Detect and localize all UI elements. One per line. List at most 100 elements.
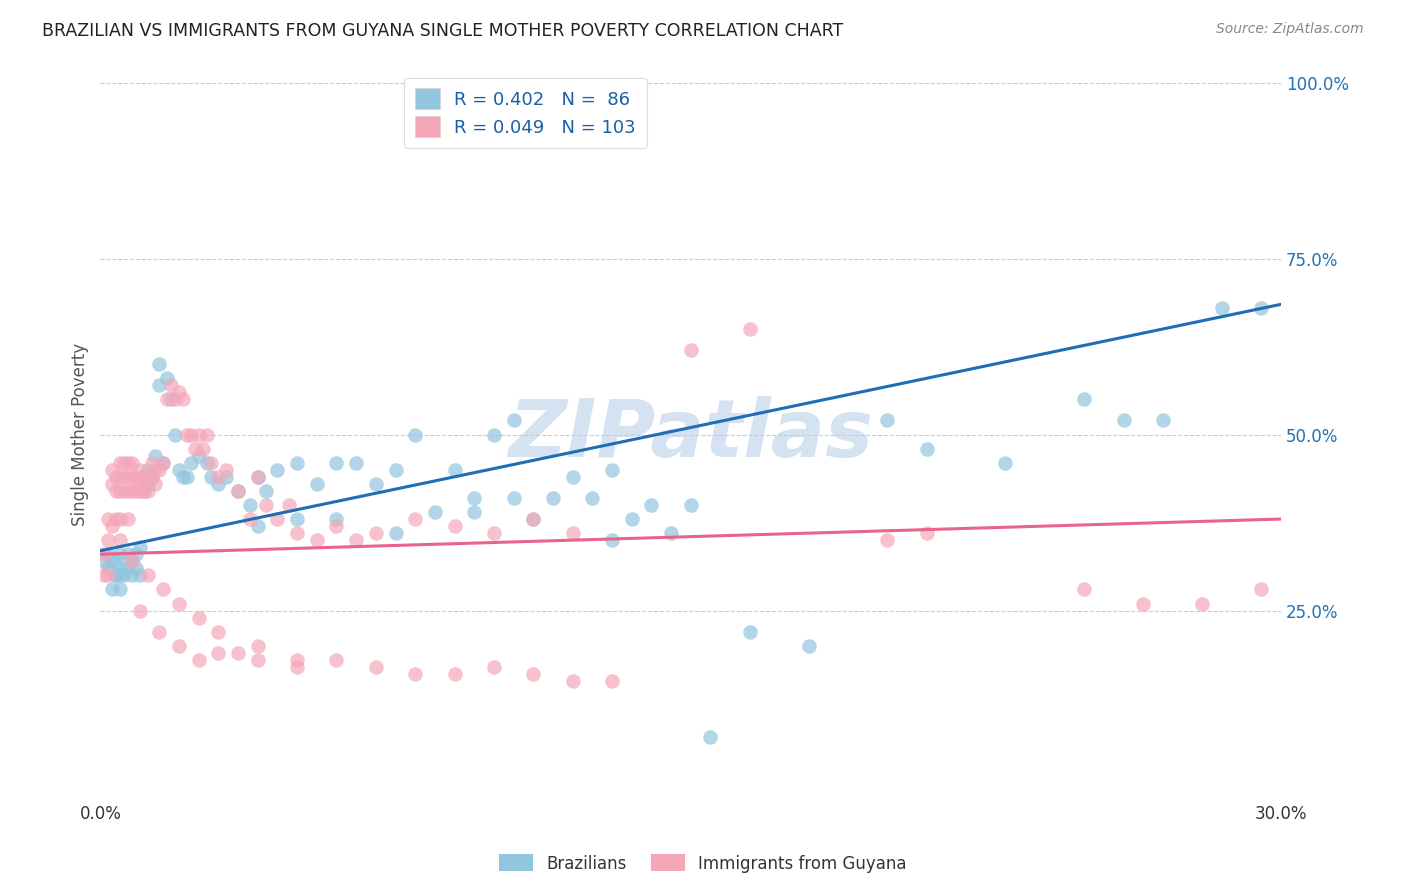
Point [172,392,194,407]
Point [699,731,721,745]
Text: ZIPatlas: ZIPatlas [508,395,873,474]
Text: BRAZILIAN VS IMMIGRANTS FROM GUYANA SINGLE MOTHER POVERTY CORRELATION CHART: BRAZILIAN VS IMMIGRANTS FROM GUYANA SING… [42,22,844,40]
Point [463,505,485,519]
Point [128,483,150,498]
Point [600,673,623,688]
Point [620,512,643,526]
Point [600,533,623,548]
Point [443,667,465,681]
Point [207,476,229,491]
Point [195,456,218,470]
Point [482,427,505,442]
Point [1112,413,1135,427]
Point [167,639,190,653]
Point [125,547,148,561]
Point [105,568,128,582]
Point [180,456,202,470]
Point [1132,597,1154,611]
Point [132,470,155,484]
Point [364,660,387,674]
Point [117,456,139,470]
Point [1250,301,1272,315]
Point [915,442,938,456]
Legend: R = 0.402   N =  86, R = 0.049   N = 103: R = 0.402 N = 86, R = 0.049 N = 103 [404,78,647,148]
Point [97,533,120,548]
Point [152,456,174,470]
Point [141,470,163,484]
Point [112,470,135,484]
Point [915,526,938,541]
Point [207,470,229,484]
Point [121,554,143,568]
Point [404,667,426,681]
Point [384,526,406,541]
Point [581,491,603,505]
Point [145,476,167,491]
Point [108,533,131,548]
Point [125,470,148,484]
Point [105,512,128,526]
Point [423,505,446,519]
Point [285,512,308,526]
Point [266,463,288,477]
Point [482,526,505,541]
Point [278,498,301,512]
Point [738,322,761,336]
Point [160,378,183,392]
Point [305,533,328,548]
Point [200,456,222,470]
Point [561,673,583,688]
Point [207,624,229,639]
Point [738,624,761,639]
Point [285,660,308,674]
Point [187,610,209,624]
Point [797,639,820,653]
Point [404,512,426,526]
Point [187,427,209,442]
Point [112,568,135,582]
Point [195,427,218,442]
Point [167,463,190,477]
Point [305,476,328,491]
Point [97,547,120,561]
Point [141,470,163,484]
Point [254,498,277,512]
Point [136,476,159,491]
Point [101,582,124,597]
Point [600,463,623,477]
Point [1073,582,1095,597]
Point [325,519,347,533]
Point [105,483,128,498]
Point [108,470,131,484]
Point [148,378,170,392]
Point [876,413,898,427]
Point [285,526,308,541]
Point [176,427,198,442]
Point [561,526,583,541]
Point [136,568,159,582]
Point [128,540,150,554]
Point [176,470,198,484]
Point [165,427,187,442]
Point [121,483,143,498]
Point [152,582,174,597]
Point [93,547,115,561]
Point [136,483,159,498]
Point [156,392,179,407]
Point [364,476,387,491]
Point [125,561,148,575]
Point [141,456,163,470]
Point [148,463,170,477]
Point [101,554,124,568]
Point [156,371,179,385]
Point [561,470,583,484]
Point [145,463,167,477]
Point [502,413,524,427]
Point [207,646,229,660]
Point [105,568,128,582]
Point [404,427,426,442]
Point [215,470,238,484]
Text: Source: ZipAtlas.com: Source: ZipAtlas.com [1216,22,1364,37]
Point [522,512,544,526]
Point [325,653,347,667]
